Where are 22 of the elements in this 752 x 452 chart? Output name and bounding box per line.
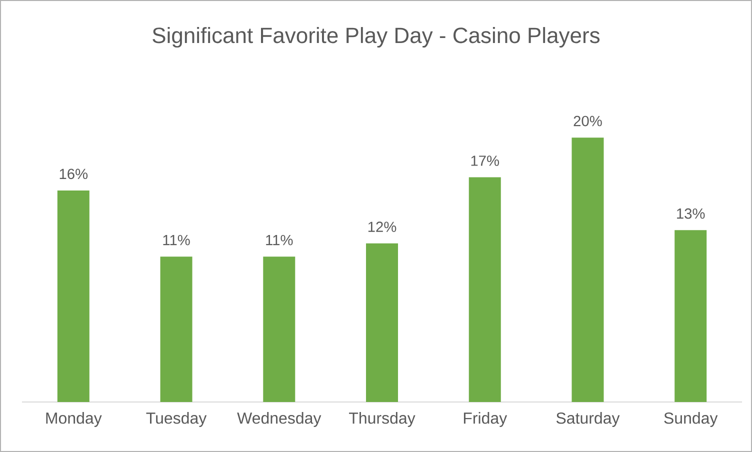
data-label: 17% bbox=[471, 156, 500, 166]
data-label: 12% bbox=[368, 222, 396, 232]
x-tick-label: Friday bbox=[464, 412, 508, 427]
bar bbox=[674, 230, 707, 402]
bar bbox=[366, 243, 398, 402]
data-label: 11% bbox=[266, 234, 293, 246]
bar bbox=[468, 177, 501, 402]
chart-title: Significant Favorite Play Day - Casino Players bbox=[152, 27, 600, 48]
data-label: 16% bbox=[60, 168, 88, 180]
x-tick-label: Sunday bbox=[664, 412, 718, 427]
x-tick-label: Saturday bbox=[556, 412, 620, 427]
data-label: 11% bbox=[163, 234, 190, 246]
bar bbox=[57, 190, 90, 402]
x-tick-label: Tuesday bbox=[146, 412, 207, 427]
bar bbox=[160, 256, 192, 402]
x-tick-label: Monday bbox=[46, 412, 102, 427]
data-label: 13% bbox=[677, 208, 705, 219]
bar bbox=[263, 256, 296, 402]
x-tick-label: Thursday bbox=[349, 412, 416, 427]
x-tick-label: Wednesday bbox=[237, 412, 322, 427]
data-label: 20% bbox=[574, 116, 602, 126]
bar bbox=[572, 138, 604, 402]
